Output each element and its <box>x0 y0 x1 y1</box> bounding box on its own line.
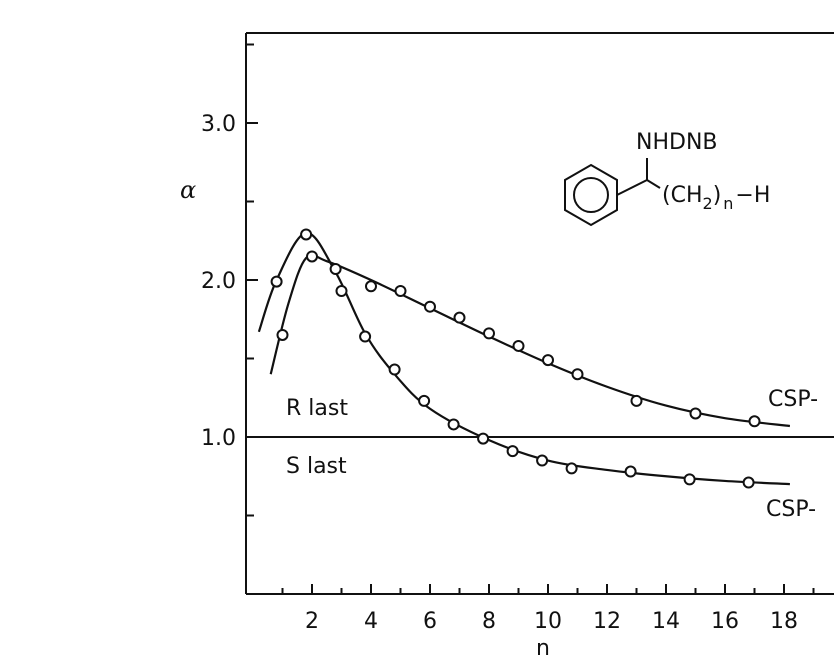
series-1-point <box>565 462 578 475</box>
chain-subscript: 2 <box>703 194 713 213</box>
x-tick-label: 8 <box>482 609 496 634</box>
series-1-point <box>300 228 313 241</box>
series-0-curve <box>269 253 791 428</box>
series-1-point <box>447 418 460 431</box>
chain-label: (CH2) n−H <box>662 183 770 213</box>
bond-carbon-to-chain <box>646 179 661 189</box>
series-label-upper: CSP- <box>768 387 818 412</box>
y-tick-label: 3.0 <box>201 112 236 137</box>
series-1-point <box>270 275 283 288</box>
x-axis-label: n <box>536 636 550 661</box>
x-tick-label: 12 <box>593 609 621 634</box>
x-tick-label: 4 <box>364 609 378 634</box>
series-1-point <box>742 476 755 489</box>
series-0-point <box>394 284 407 297</box>
x-tick-label: 18 <box>770 609 798 634</box>
chain-end: −H <box>735 183 770 208</box>
plot-frame <box>245 32 834 595</box>
chain-n: n <box>723 194 733 213</box>
series-0-point <box>276 328 289 341</box>
benzene-ring-icon <box>564 163 618 227</box>
tick-labels: 1.0 2.0 3.0 2 4 6 8 10 12 14 16 18 <box>201 112 798 634</box>
region-label-r-last: R last <box>286 396 348 421</box>
substituent-label: NHDNB <box>636 130 718 155</box>
series-0-point <box>571 368 584 381</box>
series-1-point <box>624 465 637 478</box>
chain-open: (CH <box>662 183 703 208</box>
series-1-point <box>536 454 549 467</box>
series-1-point <box>683 473 696 486</box>
x-tick-label: 16 <box>711 609 739 634</box>
series-0-point <box>512 339 525 352</box>
series-0-point <box>542 354 554 367</box>
x-tick-label: 2 <box>305 609 319 634</box>
series-1-point <box>359 330 372 343</box>
series-0-point <box>630 394 643 407</box>
y-axis-label: α <box>180 176 196 204</box>
series-0-point <box>483 327 495 340</box>
series-0-point <box>365 280 377 293</box>
x-tick-label: 14 <box>652 609 680 634</box>
region-label-s-last: S last <box>286 454 347 479</box>
series-1-point <box>418 394 431 407</box>
series-0-point <box>424 300 436 313</box>
series-0-point <box>453 311 466 324</box>
series-0-point <box>306 250 318 263</box>
series-0-point <box>748 415 761 428</box>
series-1-point <box>388 363 401 376</box>
x-tick-label: 6 <box>423 609 437 634</box>
series-1-point <box>506 445 519 458</box>
bond-ring-to-carbon <box>616 179 648 196</box>
series-0-point <box>335 284 348 297</box>
ticks <box>246 43 815 594</box>
chain-close: ) <box>713 183 722 208</box>
chemical-structure: NHDNB (CH2) n−H <box>564 130 770 227</box>
series-label-lower: CSP- <box>766 497 816 522</box>
series-0-point <box>689 407 702 420</box>
series-1-point <box>477 432 490 445</box>
benzene-aromatic-circle-icon <box>573 177 609 213</box>
x-tick-label: 10 <box>534 609 562 634</box>
series-points <box>270 228 761 489</box>
y-tick-label: 1.0 <box>201 426 236 451</box>
series-1-point <box>329 263 342 276</box>
y-tick-label: 2.0 <box>201 269 236 294</box>
